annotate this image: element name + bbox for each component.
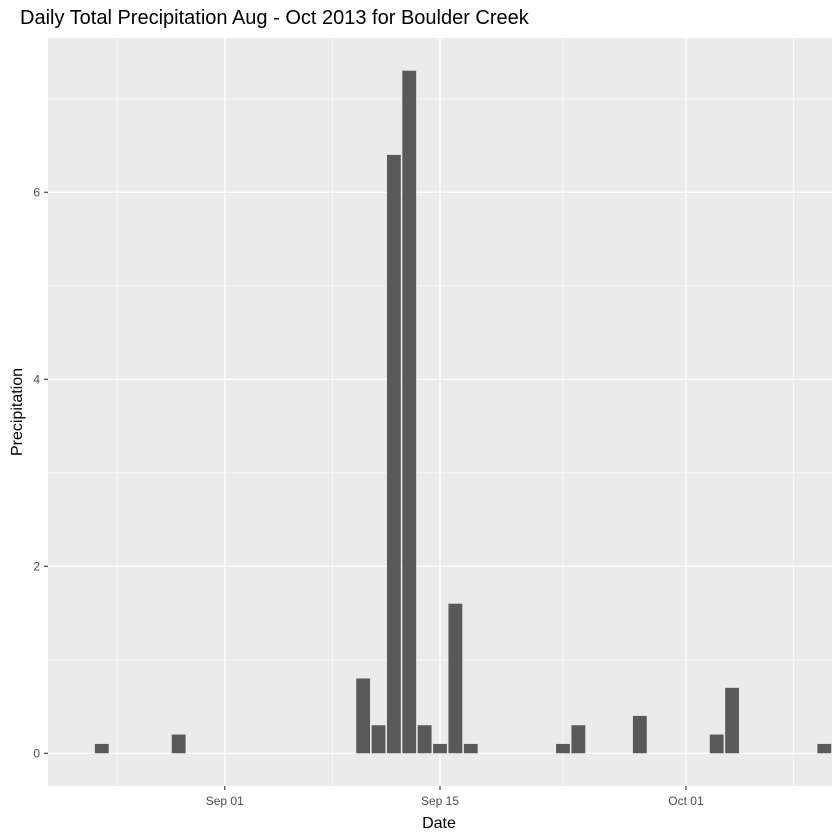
bar-2013-10-10	[817, 743, 832, 754]
bar-2013-10-04	[725, 687, 739, 754]
x-tick-label: Sep 01	[206, 794, 244, 808]
x-axis: Sep 01 Sep 15 Oct 01	[206, 786, 704, 808]
bar-2013-09-10	[356, 678, 371, 754]
bar-2013-09-23	[556, 743, 570, 754]
bar-2013-09-16	[448, 603, 463, 754]
chart-title: Daily Total Precipitation Aug - Oct 2013…	[20, 7, 530, 29]
bar-2013-09-11	[371, 725, 386, 754]
x-axis-title: Date	[422, 815, 456, 832]
bar-2013-09-24	[571, 725, 586, 754]
bar-2013-09-17	[463, 743, 478, 754]
bar-2013-09-28	[632, 715, 647, 754]
x-tick-label: Oct 01	[668, 794, 704, 808]
x-tick-label: Sep 15	[421, 794, 459, 808]
y-tick-label: 4	[33, 372, 40, 386]
bars-group	[94, 70, 832, 754]
bar-2013-10-03	[709, 734, 724, 754]
bar-2013-08-29	[171, 734, 186, 754]
y-axis: 0 2 4 6	[33, 185, 48, 760]
y-tick-label: 2	[33, 559, 40, 573]
bar-2013-09-12	[386, 154, 401, 754]
bar-2013-09-13	[402, 70, 417, 754]
bar-2013-08-24	[94, 743, 109, 754]
bar-2013-09-14	[417, 725, 432, 754]
y-tick-label: 6	[33, 185, 40, 199]
bar-2013-09-15	[433, 743, 447, 754]
y-axis-title: Precipitation	[9, 368, 26, 456]
y-tick-label: 0	[33, 746, 40, 760]
